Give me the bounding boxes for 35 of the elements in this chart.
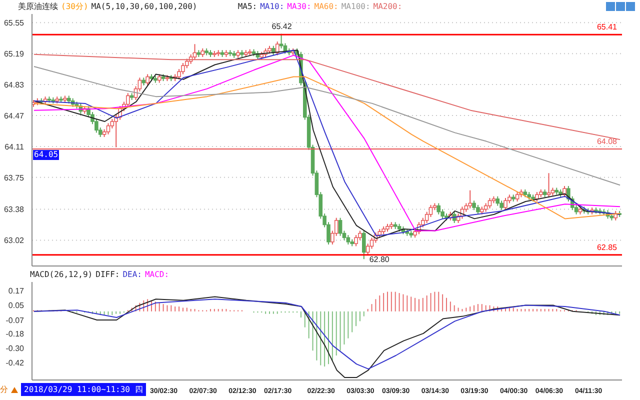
y-tick-label: 63.75 [4,173,25,182]
y-tick-label: -0.30 [6,344,25,353]
y-tick-label: 64.47 [4,111,25,120]
y-tick-label: 63.38 [4,205,25,214]
text: MA10: [260,2,284,10]
ref-line-label: 64.08 [596,137,618,146]
annotation: 65.42 [272,22,292,31]
y-tick-label: 0.17 [8,286,25,296]
chart-title: MACD(26,12,9) [30,270,93,278]
chart-subtitle: (30分) [61,0,88,12]
y-tick-label: 0.05 [8,301,25,310]
ref-line-label: 65.41 [596,22,618,32]
text: MACD: [144,270,170,278]
y-tick-label: 64.11 [4,142,25,152]
legend-title: MA(5,10,30,60,100,200) [91,2,198,10]
text: DEA: [122,270,142,278]
text: 分 [0,384,8,395]
text: 2018/03/29 11:00~11:30 四 [21,383,146,396]
text: MA200: [373,2,402,10]
text: MA60: [314,2,338,10]
annotation: 62.80 [369,254,390,264]
text: MA5: [238,2,258,10]
text: MA100: [341,2,370,10]
y-tick-label: -0.42 [6,358,25,368]
chart-title: 美原油连续 [18,0,58,12]
text: MA30: [287,2,312,10]
text: DIFF: [96,270,120,278]
y-tick-label: -0.07 [6,316,25,325]
y-tick-label: 63.02 [4,236,25,246]
y-tick-label: 65.19 [4,49,25,58]
annotation: 64.05 [33,150,60,160]
y-tick-label: 65.55 [4,18,25,28]
y-tick-label: 64.83 [4,80,25,90]
ref-line-label: 62.85 [596,242,618,252]
y-tick-label: -0.18 [6,329,25,338]
